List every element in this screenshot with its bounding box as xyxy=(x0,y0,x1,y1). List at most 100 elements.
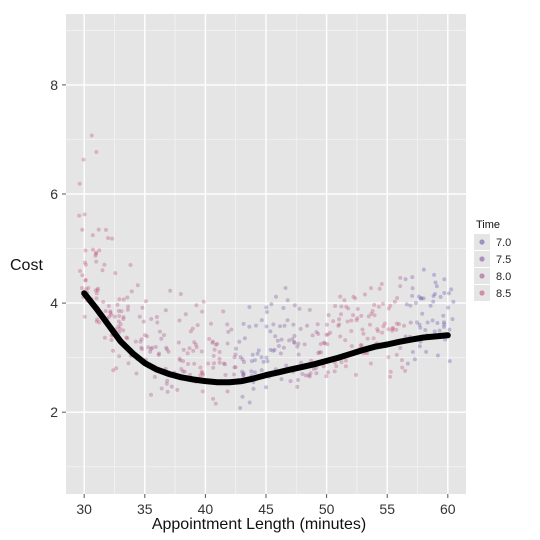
scatter-point xyxy=(94,259,99,264)
scatter-point xyxy=(328,330,333,335)
scatter-point xyxy=(287,338,292,343)
scatter-point xyxy=(116,319,121,324)
legend-key-7.0 xyxy=(479,239,485,245)
scatter-point xyxy=(274,294,278,299)
scatter-point xyxy=(359,343,364,348)
scatter-point xyxy=(217,356,222,361)
scatter-point xyxy=(437,328,442,333)
scatter-point xyxy=(199,369,204,374)
scatter-point xyxy=(390,328,395,333)
scatter-point xyxy=(337,317,342,322)
scatter-point xyxy=(265,359,270,364)
scatter-point xyxy=(176,340,181,345)
scatter-point xyxy=(316,351,321,356)
x-tick-label: 60 xyxy=(440,501,456,517)
x-tick-label: 30 xyxy=(76,501,92,517)
scatter-point xyxy=(295,384,300,389)
scatter-point xyxy=(408,320,413,325)
scatter-point xyxy=(148,349,153,354)
scatter-point xyxy=(349,318,354,323)
scatter-point xyxy=(129,289,134,294)
scatter-point xyxy=(238,406,243,410)
scatter-point xyxy=(140,305,145,310)
scatter-point xyxy=(447,291,451,296)
scatter-point xyxy=(395,296,400,300)
scatter-point xyxy=(113,271,118,276)
scatter-point xyxy=(318,342,323,346)
scatter-point xyxy=(285,318,290,323)
scatter-point xyxy=(424,349,429,354)
scatter-point xyxy=(240,357,245,362)
scatter-point xyxy=(119,309,124,314)
scatter-point xyxy=(193,342,198,347)
scatter-point xyxy=(108,310,113,315)
scatter-point xyxy=(300,372,305,376)
scatter-point xyxy=(126,361,131,366)
scatter-point xyxy=(162,333,166,338)
scatter-point xyxy=(447,327,452,332)
scatter-point xyxy=(388,369,393,374)
scatter-point xyxy=(213,401,218,406)
scatter-point xyxy=(102,335,107,340)
scatter-point xyxy=(182,369,187,374)
scatter-point xyxy=(321,340,326,345)
scatter-point xyxy=(159,336,164,341)
scatter-point xyxy=(442,291,447,295)
scatter-point xyxy=(188,329,193,334)
scatter-point xyxy=(191,348,196,353)
scatter-point xyxy=(264,355,269,360)
scatter-point xyxy=(402,323,406,328)
scatter-point xyxy=(223,373,228,377)
scatter-point xyxy=(305,323,310,328)
scatter-point xyxy=(432,272,437,277)
legend-label-7.5: 7.5 xyxy=(496,254,511,266)
scatter-point xyxy=(157,351,161,356)
scatter-point xyxy=(292,303,297,308)
scatter-point xyxy=(240,369,245,374)
x-axis-label: Appointment Length (minutes) xyxy=(152,516,366,533)
scatter-point xyxy=(291,322,296,327)
scatter-point xyxy=(178,358,183,363)
scatter-point xyxy=(369,286,373,291)
scatter-point xyxy=(410,293,415,298)
scatter-point xyxy=(152,374,157,379)
scatter-point xyxy=(128,263,133,267)
scatter-point xyxy=(339,304,344,309)
scatter-point xyxy=(185,351,190,356)
y-tick-label: 2 xyxy=(50,404,58,420)
scatter-point xyxy=(213,342,218,347)
scatter-point xyxy=(292,340,296,344)
scatter-point xyxy=(93,253,98,258)
scatter-point xyxy=(420,311,425,316)
scatter-point xyxy=(94,250,99,255)
scatter-point xyxy=(139,337,144,342)
legend-label-8.5: 8.5 xyxy=(496,288,511,300)
scatter-point xyxy=(86,286,91,290)
scatter-point xyxy=(372,313,377,318)
scatter-point xyxy=(94,291,99,296)
scatter-point xyxy=(83,278,88,283)
scatter-point xyxy=(275,338,280,343)
scatter-point xyxy=(104,227,108,232)
scatter-point xyxy=(111,368,116,373)
scatter-point xyxy=(233,365,238,370)
scatter-point xyxy=(194,345,199,350)
scatter-point xyxy=(200,389,205,394)
scatter-point xyxy=(77,181,82,186)
scatter-point xyxy=(380,330,385,335)
scatter-point xyxy=(154,315,159,319)
scatter-point xyxy=(179,367,184,371)
scatter-point xyxy=(90,233,95,238)
scatter-point xyxy=(296,341,301,346)
scatter-point xyxy=(183,312,188,317)
scatter-point xyxy=(187,346,192,351)
scatter-point xyxy=(271,322,276,327)
scatter-point xyxy=(101,300,106,304)
scatter-point xyxy=(379,282,384,286)
scatter-point xyxy=(417,344,422,349)
scatter-point xyxy=(431,294,436,298)
scatter-point xyxy=(155,320,160,325)
scatter-point xyxy=(278,351,283,356)
scatter-point xyxy=(194,303,199,308)
scatter-point xyxy=(102,262,107,267)
